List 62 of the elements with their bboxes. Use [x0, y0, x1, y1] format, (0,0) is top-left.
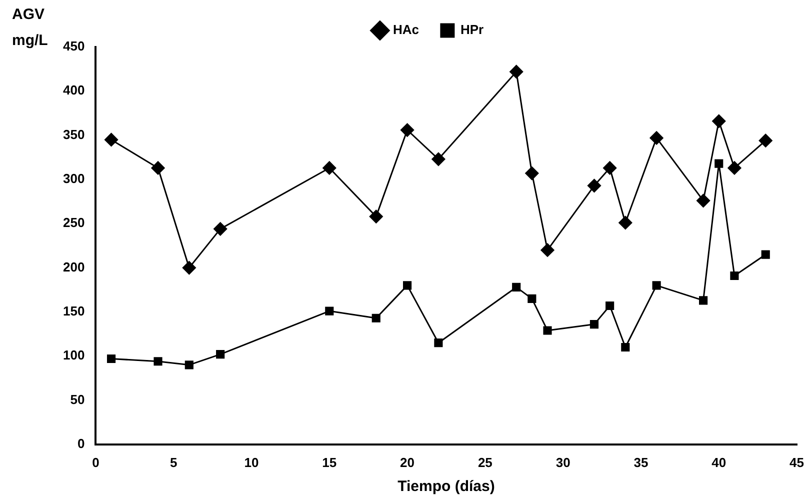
x-tick-label: 0 — [92, 454, 100, 470]
point — [154, 357, 162, 366]
point — [621, 342, 630, 352]
point — [369, 210, 383, 224]
point — [618, 216, 632, 230]
y-axis-title: AGV mg/L — [12, 5, 49, 51]
point — [528, 294, 536, 303]
x-tick-label: 40 — [712, 454, 726, 470]
y-tick-label: 200 — [62, 259, 85, 274]
x-tick-label: 15 — [322, 454, 337, 470]
point — [652, 281, 661, 290]
point — [543, 326, 552, 335]
point — [214, 222, 228, 236]
point — [182, 261, 196, 275]
x-axis-title: Tiempo (días) — [398, 478, 495, 496]
point — [714, 159, 724, 168]
point — [650, 131, 664, 145]
point — [761, 250, 770, 259]
point — [151, 161, 165, 175]
point — [712, 114, 726, 128]
point — [730, 271, 739, 280]
y-tick-label: 450 — [62, 38, 85, 54]
point — [525, 166, 539, 180]
point — [432, 152, 446, 166]
y-tick-label: 350 — [62, 126, 85, 142]
point — [540, 243, 554, 257]
point — [184, 360, 194, 370]
point — [104, 132, 118, 146]
x-tick-label: 20 — [400, 454, 415, 470]
x-tick-label: 45 — [790, 454, 804, 470]
point — [510, 64, 524, 78]
x-tick-label: 5 — [170, 454, 178, 470]
point — [512, 282, 521, 292]
point — [606, 301, 614, 310]
y-tick-label: 250 — [62, 215, 85, 230]
x-tick-label: 25 — [478, 454, 492, 470]
point — [400, 123, 414, 137]
point — [699, 296, 708, 305]
point — [322, 161, 336, 175]
point — [434, 338, 443, 348]
point — [587, 178, 601, 192]
y-tick-label: 100 — [62, 348, 85, 363]
point — [758, 134, 772, 148]
y-tick-label: 300 — [62, 171, 85, 186]
y-tick-label: 50 — [70, 392, 85, 407]
x-tick-label: 10 — [244, 454, 259, 470]
point — [728, 161, 742, 175]
point — [372, 314, 380, 322]
point — [106, 354, 116, 364]
point — [325, 306, 334, 316]
point — [590, 320, 599, 329]
point — [696, 194, 710, 208]
legend-label: HPr — [460, 22, 484, 38]
point — [216, 350, 225, 359]
x-tick-label: 30 — [556, 454, 570, 470]
y-tick-label: 400 — [62, 82, 85, 98]
point — [603, 161, 617, 175]
point — [402, 281, 412, 290]
y-tick-label: 150 — [62, 304, 85, 319]
y-tick-label: 0 — [77, 436, 85, 451]
legend-label: HAc — [392, 22, 419, 38]
x-tick-label: 35 — [634, 454, 648, 470]
